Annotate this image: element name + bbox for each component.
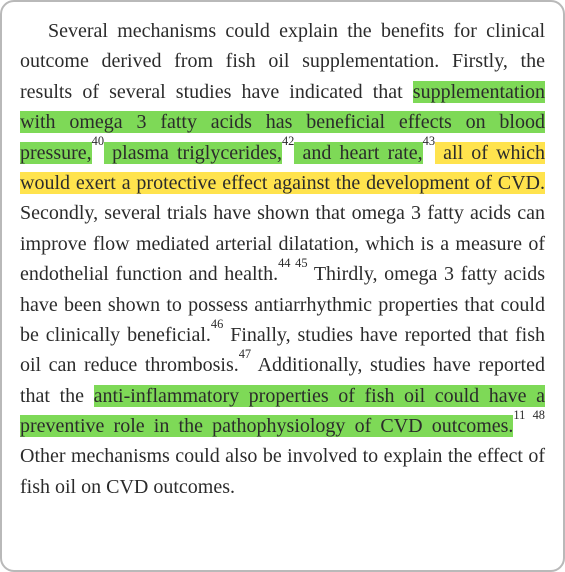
citation-ref: 44 45 <box>278 256 308 270</box>
excerpt-frame: Several mechanisms could explain the ben… <box>0 0 565 572</box>
text-segment: and heart rate, <box>294 142 422 164</box>
citation-ref: 46 <box>211 317 223 331</box>
paragraph-body: Several mechanisms could explain the ben… <box>20 16 545 502</box>
citation-ref: 40 <box>92 134 104 148</box>
citation-ref: 42 <box>282 134 294 148</box>
text-segment: all of which would exert a protective ef… <box>20 142 545 194</box>
citation-ref: 43 <box>423 134 435 148</box>
citation-ref: 47 <box>239 347 251 361</box>
text-segment: Other mechanisms could also be involved … <box>20 445 545 497</box>
text-segment: anti-inflammatory properties of fish oil… <box>20 385 545 437</box>
text-segment: plasma triglycerides, <box>104 142 282 164</box>
citation-ref: 11 48 <box>513 408 545 422</box>
